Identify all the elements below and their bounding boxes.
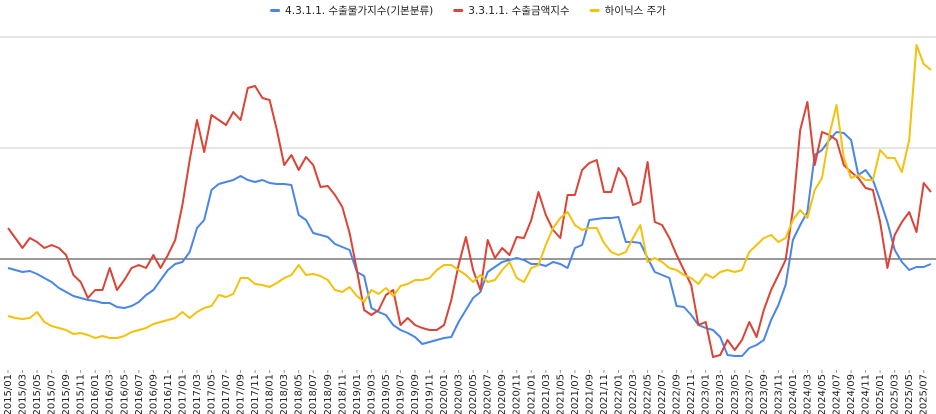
legend-swatch [453, 9, 464, 12]
legend-label: 하이닉스 주가 [605, 4, 667, 17]
grid [0, 36, 936, 260]
x-tick-label: 2021/03 [541, 374, 552, 414]
legend-item: 하이닉스 주가 [589, 4, 667, 17]
x-tick-label: 2023/03 [715, 374, 726, 414]
plot [7, 44, 932, 358]
x-tick-label: 2017/07 [221, 374, 232, 414]
x-tick-label: 2023/09 [759, 374, 770, 414]
x-tick-label: 2023/11 [773, 374, 784, 414]
x-tick-label: 2019/03 [366, 374, 377, 414]
x-tick-label: 2016/05 [119, 374, 130, 414]
x-tick-label: 2023/01 [701, 374, 712, 414]
x-tick-label: 2021/09 [584, 374, 595, 414]
legend-item: 4.3.1.1. 수출물가지수(기본분류) [270, 5, 433, 17]
x-tick-label: 2025/07 [919, 374, 930, 414]
x-tick-label: 2021/05 [555, 374, 566, 414]
x-tick-label: 2020/03 [454, 374, 465, 414]
x-tick-label: 2017/05 [206, 374, 217, 414]
x-tick-label: 2017/03 [192, 374, 203, 414]
x-tick-label: 2022/01 [613, 374, 624, 414]
legend-swatch [270, 9, 281, 12]
x-tick-label: 2017/09 [236, 374, 247, 414]
legend-item: 3.3.1.1. 수출금액지수 [453, 5, 570, 17]
x-tick-label: 2024/11 [861, 374, 872, 414]
x-tick-label: 2018/01 [265, 374, 276, 414]
x-tick-label: 2024/03 [802, 374, 813, 414]
x-tick-label: 2019/07 [395, 374, 406, 414]
x-tick-label: 2019/09 [410, 374, 421, 414]
x-tick-label: 2024/05 [817, 374, 828, 414]
x-tick-label: 2017/11 [250, 374, 261, 414]
x-tick-label: 2020/07 [483, 374, 494, 414]
x-tick-label: 2018/09 [323, 374, 334, 414]
x-tick-label: 2018/11 [337, 374, 348, 414]
x-axis: 2015/01 2015/03 2015/05 2015/07 2015/09 2015/… [3, 370, 930, 414]
series-line [7, 131, 932, 357]
x-tick-label: 2021/01 [526, 374, 537, 414]
x-tick-label: 2015/07 [47, 374, 58, 414]
x-tick-label: 2016/11 [163, 374, 174, 414]
x-tick-label: 2016/09 [148, 374, 159, 414]
x-tick-label: 2023/05 [730, 374, 741, 414]
x-tick-label: 2022/07 [657, 374, 668, 414]
x-tick-label: 2022/09 [672, 374, 683, 414]
series-line [7, 44, 932, 339]
x-tick-label: 2020/05 [468, 374, 479, 414]
x-tick-label: 2015/05 [32, 374, 43, 414]
legend-swatch [589, 9, 600, 12]
x-tick-label: 2022/03 [628, 374, 639, 414]
x-tick-label: 2016/07 [134, 374, 145, 414]
x-tick-label: 2020/09 [497, 374, 508, 414]
x-tick-label: 2020/11 [512, 374, 523, 414]
legend: 4.3.1.1. 수출물가지수(기본분류) 3.3.1.1. 수출금액지수 하이닉스… [270, 4, 666, 17]
x-tick-label: 2015/11 [76, 374, 87, 414]
series-line [7, 85, 932, 358]
x-tick-label: 2025/03 [890, 374, 901, 414]
x-tick-label: 2021/11 [599, 374, 610, 414]
x-tick-label: 2024/01 [788, 374, 799, 414]
x-tick-label: 2019/11 [425, 374, 436, 414]
x-tick-label: 2024/07 [832, 374, 843, 414]
x-tick-label: 2015/01 [3, 374, 14, 414]
x-tick-label: 2022/11 [686, 374, 697, 414]
x-tick-label: 2015/03 [18, 374, 29, 414]
x-tick-label: 2019/01 [352, 374, 363, 414]
x-tick-label: 2025/05 [904, 374, 915, 414]
x-tick-label: 2015/09 [61, 374, 72, 414]
legend-label: 4.3.1.1. 수출물가지수(기본분류) [285, 5, 433, 17]
x-tick-label: 2016/03 [105, 374, 116, 414]
x-tick-label: 2016/01 [90, 374, 101, 414]
x-tick-label: 2022/05 [643, 374, 654, 414]
x-tick-label: 2019/05 [381, 374, 392, 414]
x-tick-label: 2017/01 [177, 374, 188, 414]
x-tick-label: 2018/03 [279, 374, 290, 414]
x-tick-label: 2020/01 [439, 374, 450, 414]
x-tick-label: 2018/05 [294, 374, 305, 414]
x-tick-label: 2018/07 [308, 374, 319, 414]
x-tick-label: 2024/09 [846, 374, 857, 414]
x-tick-label: 2025/01 [875, 374, 886, 414]
legend-label: 3.3.1.1. 수출금액지수 [468, 5, 570, 17]
x-tick-label: 2021/07 [570, 374, 581, 414]
x-tick-label: 2023/07 [744, 374, 755, 414]
